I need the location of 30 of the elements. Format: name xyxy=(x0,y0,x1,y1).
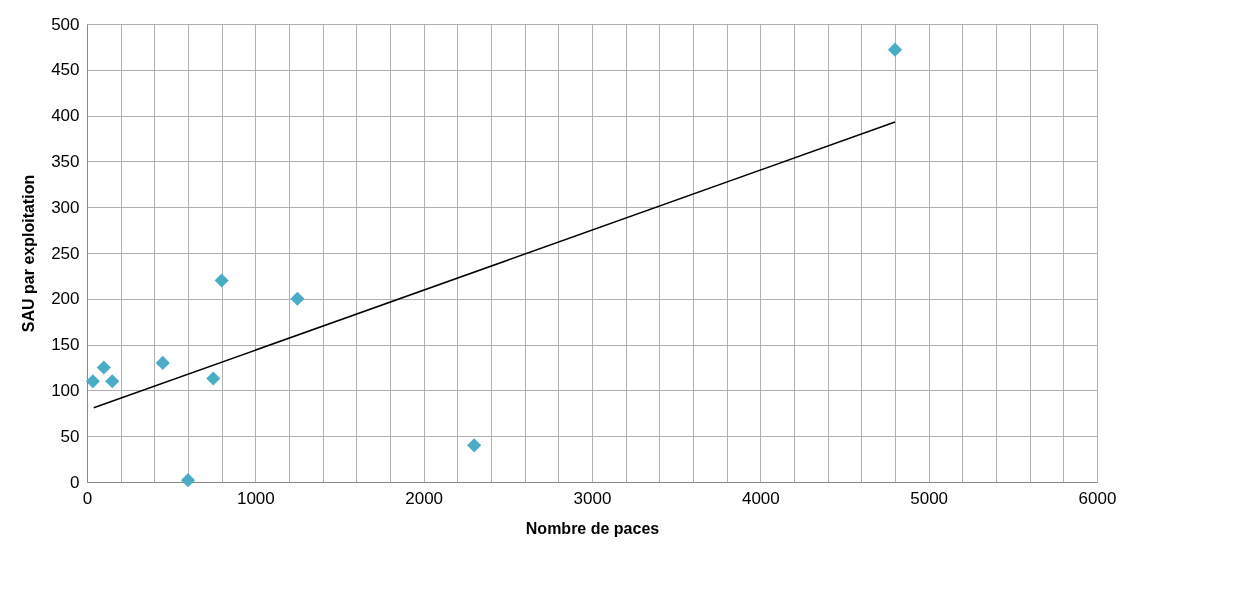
y-tick-label: 500 xyxy=(51,14,80,34)
y-tick-label: 400 xyxy=(51,106,80,126)
x-tick-label: 0 xyxy=(82,488,93,508)
y-tick-label: 300 xyxy=(51,197,80,217)
x-axis-title: Nombre de paces xyxy=(525,519,660,537)
point xyxy=(290,291,305,306)
y-tick-label: 100 xyxy=(51,380,80,400)
y-tick-label: 200 xyxy=(51,289,80,309)
point xyxy=(467,438,482,453)
y-tick-label: 50 xyxy=(60,426,80,446)
point xyxy=(887,42,903,57)
y-tick-label: 350 xyxy=(51,151,80,171)
x-tick-label: 6000 xyxy=(1078,488,1117,508)
y-tick-label: 450 xyxy=(51,60,80,80)
point xyxy=(214,273,229,288)
y-axis-title: SAU par exploitation xyxy=(20,174,38,333)
point xyxy=(206,371,221,386)
point xyxy=(155,355,170,370)
point xyxy=(105,374,120,389)
y-tick-label: 250 xyxy=(51,243,80,263)
point xyxy=(85,374,100,389)
x-tick-label: 1000 xyxy=(236,488,275,508)
y-tick-label: 0 xyxy=(70,472,80,492)
y-tick-label: 150 xyxy=(51,335,80,355)
point xyxy=(96,360,111,375)
x-tick-label: 3000 xyxy=(573,488,612,508)
point xyxy=(180,473,196,488)
x-tick-label: 5000 xyxy=(910,488,949,508)
x-tick-label: 2000 xyxy=(405,488,444,508)
x-tick-label: 4000 xyxy=(741,488,780,508)
